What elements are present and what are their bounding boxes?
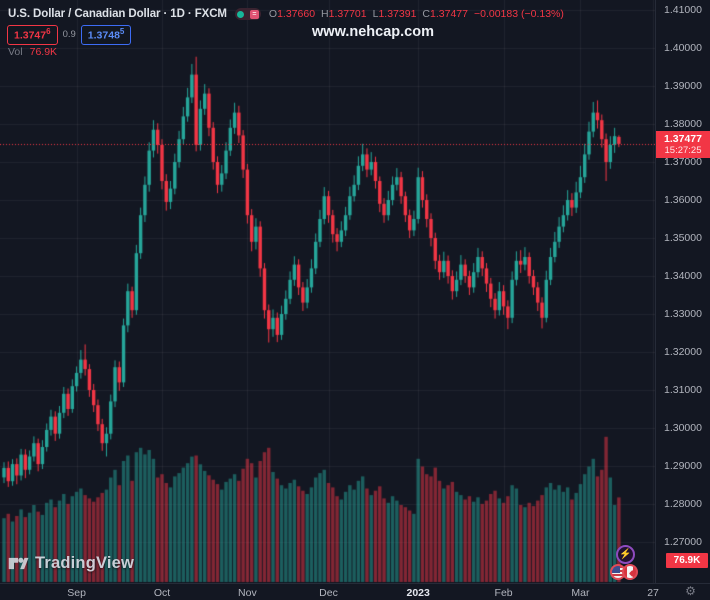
price-tick-label: 1.41000 — [664, 4, 702, 16]
price-tick-label: 1.38000 — [664, 118, 702, 130]
price-tick-label: 1.29000 — [664, 460, 702, 472]
bar-countdown-timer: 15:27:25 — [664, 144, 702, 156]
price-tick-label: 1.31000 — [664, 384, 702, 396]
change-value: −0.00183 (−0.13%) — [473, 8, 564, 20]
lightning-bolt-icon[interactable]: ⚡ — [616, 545, 635, 564]
time-tick-label: Oct — [153, 587, 171, 599]
price-tick-label: 1.32000 — [664, 346, 702, 358]
price-tick-label: 1.33000 — [664, 308, 702, 320]
time-tick-label: 27 — [647, 587, 659, 599]
market-open-dot-icon — [236, 10, 244, 18]
tradingview-mark-icon — [8, 557, 29, 570]
bid-price: 1.3747 — [14, 29, 47, 42]
bid-price-pip: 6 — [46, 27, 51, 36]
canada-flag-icon[interactable] — [622, 564, 638, 580]
time-tick-label: Mar — [571, 587, 590, 599]
time-tick-label: Dec — [319, 587, 338, 599]
symbol-title[interactable]: U.S. Dollar / Canadian Dollar · 1D · FXC… — [8, 8, 227, 20]
close-value: 1.37477 — [430, 8, 468, 20]
time-tick-label: Sep — [67, 587, 86, 599]
price-tick-label: 1.30000 — [664, 422, 702, 434]
price-tick-label: 1.27000 — [664, 536, 702, 548]
price-chart-canvas[interactable] — [0, 0, 655, 583]
chart-header: U.S. Dollar / Canadian Dollar · 1D · FXC… — [8, 6, 564, 22]
price-tick-label: 1.35000 — [664, 232, 702, 244]
time-tick-label: Nov — [238, 587, 257, 599]
market-status-toggle[interactable]: = — [234, 8, 261, 20]
price-tick-label: 1.40000 — [664, 42, 702, 54]
watermark-text: www.nehcap.com — [312, 24, 434, 40]
sell-bid-button[interactable]: 1.37476 — [7, 25, 58, 45]
ask-price: 1.3748 — [87, 29, 120, 42]
gear-icon[interactable]: ⚙ — [685, 584, 696, 598]
low-label: L — [372, 8, 379, 20]
price-axis[interactable]: 1.41000 1.40000 1.39000 1.38000 1.37000 1.360… — [655, 0, 710, 583]
close-label: C — [422, 8, 431, 20]
time-tick-label: Feb — [494, 587, 513, 599]
high-value: 1.37701 — [328, 8, 367, 20]
price-tick-label: 1.28000 — [664, 498, 702, 510]
open-label: O — [268, 8, 278, 20]
tradingview-logo[interactable]: TradingView — [8, 553, 134, 574]
current-price-label: 1.37477 15:27:25 — [656, 131, 710, 158]
data-mode-icon: = — [249, 9, 259, 19]
buy-ask-button[interactable]: 1.37485 — [80, 25, 132, 45]
price-tick-label: 1.34000 — [664, 270, 702, 282]
ask-price-pip: 5 — [119, 27, 125, 36]
high-label: H — [321, 8, 329, 20]
broker-icon-stack: ⚡ — [610, 545, 652, 583]
price-tick-label: 1.36000 — [664, 194, 702, 206]
price-tick-label: 1.39000 — [664, 80, 702, 92]
current-price-value: 1.37477 — [664, 132, 702, 145]
time-axis[interactable]: Sep Oct Nov Dec 2023 Feb Mar 27 — [0, 583, 710, 600]
time-tick-label: 2023 — [406, 587, 430, 599]
price-tick-label: 1.37000 — [664, 156, 702, 168]
volume-current-value: 76.9K — [29, 46, 58, 58]
open-value: 1.37660 — [277, 8, 316, 20]
bid-ask-row: 1.37476 0.9 1.37485 — [7, 25, 132, 45]
low-value: 1.37391 — [378, 8, 417, 20]
spread-value: 0.9 — [62, 29, 76, 41]
volume-label: Vol — [8, 46, 23, 58]
volume-axis-badge: 76.9K — [666, 553, 708, 568]
volume-indicator-row[interactable]: Vol 76.9K — [8, 46, 57, 58]
tradingview-logo-text: TradingView — [35, 554, 135, 572]
ohlc-readout: O1.37660 H1.37701 L1.37391 C1.37477 −0.0… — [269, 8, 564, 20]
